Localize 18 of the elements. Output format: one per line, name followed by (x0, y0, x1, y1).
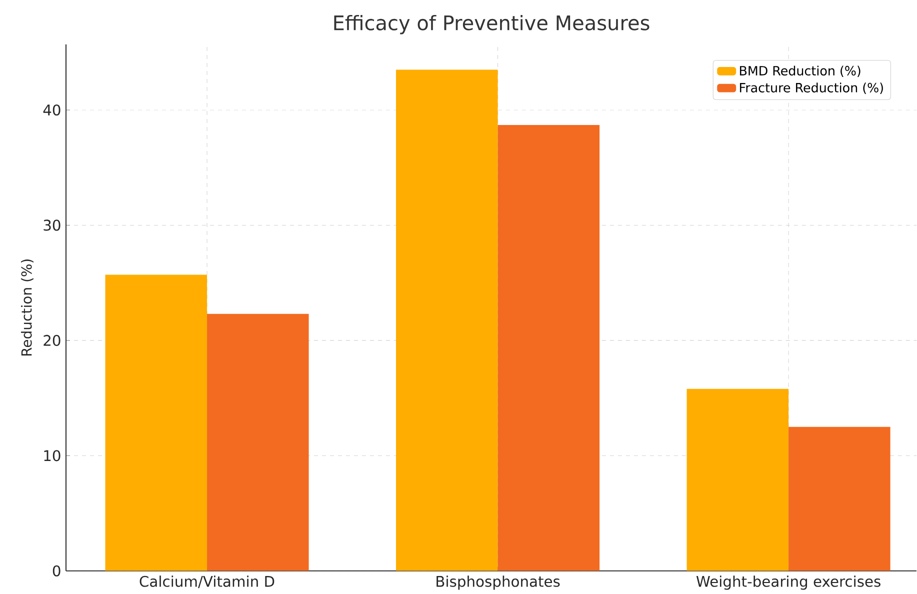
y-axis-title: Reduction (%) (21, 259, 34, 356)
x-tick-label: Bisphosphonates (436, 575, 560, 590)
bar (788, 426, 890, 571)
y-tick-label: 30 (44, 220, 60, 231)
x-tick-label: Weight-bearing exercises (696, 575, 880, 590)
y-tick-label: 40 (43, 104, 60, 116)
bar (207, 314, 309, 571)
y-tick-label: 0 (52, 565, 60, 576)
bar (396, 70, 498, 571)
x-tick-label: Calcium/Vitamin D (140, 575, 274, 588)
chart-title: Efficacy of Preventive Measures (334, 14, 650, 34)
y-tick-label: 20 (44, 334, 60, 346)
legend-label: BMD Reduction (%) (740, 66, 860, 77)
bar (686, 388, 789, 571)
bar (498, 124, 600, 571)
y-tick-label: 10 (44, 450, 60, 462)
bar (105, 274, 208, 571)
legend-label: Fracture Reduction (%) (740, 82, 883, 94)
